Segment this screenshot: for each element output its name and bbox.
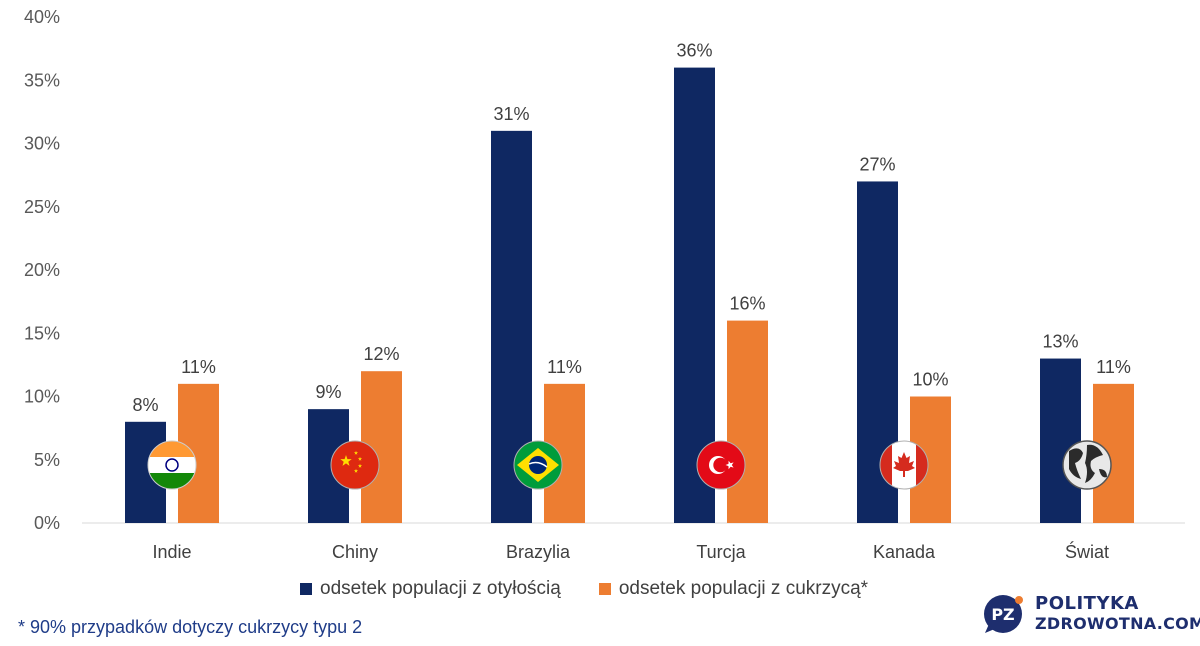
y-tick-label: 10% <box>24 387 60 407</box>
data-label: 16% <box>729 294 765 314</box>
y-axis: 0% 5% 10% 15% 20% 25% 30% 35% 40% <box>24 7 60 533</box>
brand-logo: PZ POLITYKA ZDROWOTNA.COM <box>983 594 1200 634</box>
turkey-flag-icon <box>696 440 746 490</box>
china-flag-icon <box>330 440 380 490</box>
data-label: 11% <box>181 357 216 377</box>
category-labels: Indie Chiny Brazylia Turcja Kanada Świat <box>152 541 1109 562</box>
legend: odsetek populacji z otyłością odsetek po… <box>300 578 906 600</box>
flags <box>147 440 1112 490</box>
y-tick-label: 40% <box>24 7 60 27</box>
data-label: 11% <box>1096 357 1131 377</box>
category-label: Indie <box>152 542 191 562</box>
category-label: Brazylia <box>506 542 571 562</box>
legend-swatch-diabetes <box>598 583 611 595</box>
legend-item-diabetes: odsetek populacji z cukrzycą* <box>598 578 869 600</box>
category-label: Kanada <box>873 542 936 562</box>
category-label: Chiny <box>332 542 378 562</box>
y-tick-label: 15% <box>24 323 60 343</box>
data-label: 12% <box>363 344 399 364</box>
data-label: 11% <box>547 357 582 377</box>
brand-line1: POLITYKA <box>1035 593 1139 614</box>
data-label: 36% <box>676 41 712 61</box>
brazil-flag-icon <box>513 440 563 490</box>
category-label: Świat <box>1065 541 1109 562</box>
y-tick-label: 35% <box>24 70 60 90</box>
data-label: 10% <box>912 370 948 390</box>
bars <box>125 67 1134 523</box>
data-labels: 8% 9% 31% 36% 27% 13% 11% 12% 11% 16% 10% 11% <box>132 41 1130 415</box>
data-label: 13% <box>1042 332 1078 352</box>
brand-line2: ZDROWOTNA.COM <box>1035 614 1200 633</box>
category-label: Turcja <box>696 542 746 562</box>
footnote: * 90% przypadków dotyczy cukrzycy typu 2 <box>18 617 363 637</box>
legend-swatch-obesity <box>300 583 312 595</box>
data-label: 27% <box>859 154 895 174</box>
y-tick-label: 30% <box>24 134 60 154</box>
canada-flag-icon <box>879 440 929 490</box>
globe-icon <box>1062 440 1112 490</box>
bar-obesity-5 <box>1040 358 1081 523</box>
data-label: 8% <box>132 395 158 415</box>
y-tick-label: 20% <box>24 260 60 280</box>
y-tick-label: 0% <box>34 513 60 533</box>
legend-label-diabetes: odsetek populacji z cukrzycą* <box>618 578 869 599</box>
legend-label-obesity: odsetek populacji z otyłością <box>320 578 561 599</box>
legend-item-obesity: odsetek populacji z otyłością <box>300 578 561 600</box>
speech-bubble-icon: PZ <box>983 594 1027 634</box>
data-label: 31% <box>493 104 529 124</box>
brand-badge: PZ <box>991 605 1014 624</box>
data-label: 9% <box>315 382 341 402</box>
y-tick-label: 25% <box>24 197 60 217</box>
bar-diabetes-3 <box>727 320 768 523</box>
india-flag-icon <box>147 440 197 490</box>
y-tick-label: 5% <box>34 450 60 470</box>
bar-chart: 0% 5% 10% 15% 20% 25% 30% 35% 40% 8% 9% 31% 36% 27% 1… <box>24 7 1185 562</box>
